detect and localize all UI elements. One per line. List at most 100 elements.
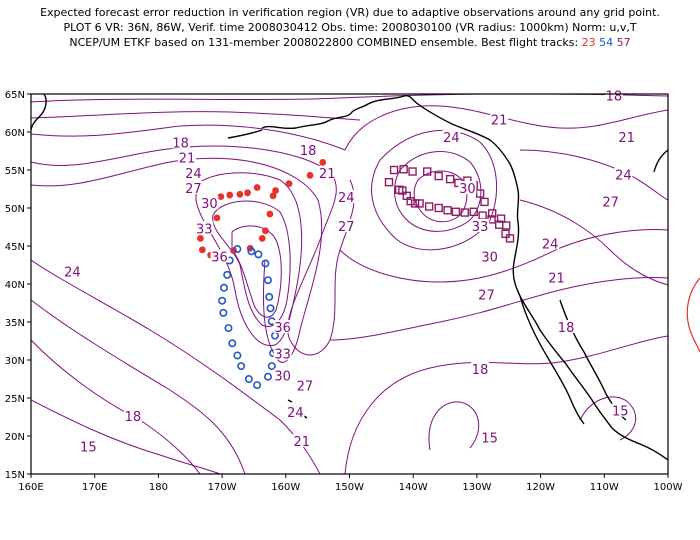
track-23-marker [258,235,266,242]
track-57-marker [478,211,487,220]
track-57-marker [384,177,394,187]
contour-label: 24 [185,167,202,182]
coastline-north-america-west [512,221,668,461]
track-57-marker [451,207,461,217]
track-23-marker [319,159,327,166]
track-23-marker [306,171,314,179]
track-57-marker [505,234,515,243]
contour-label: 21 [179,152,196,167]
contour-line [519,199,668,286]
contour-label-bg [604,88,623,102]
track-54-marker [228,339,237,348]
track-54-marker [223,270,232,279]
plot-title-line-2: PLOT 6 VR: 36N, 86W, Verif. time 2008030… [63,21,637,34]
x-tick-label: 160W [271,482,300,493]
contour-label: 36 [274,321,291,336]
contour-label-bg [601,194,620,208]
contour-label-bg [318,165,337,179]
contour-label: 24 [64,266,81,281]
y-axis: 15N 20N 25N 30N 35N 40N 45N 50N 55N 60N 65N [5,90,31,481]
contour-line [31,94,668,103]
contour-label-bg [541,236,560,250]
track-57-marker [460,208,469,217]
track-54-marker [263,276,272,285]
plot-title-line-3-prefix: NCEP/UM ETKF based on 131-member 2008022… [69,36,579,49]
track-57-marker [415,199,424,208]
contour-label-bg [63,264,82,278]
track-54-marker [233,245,242,254]
track-54-marker [233,351,242,360]
contour-label-bg [617,130,636,144]
x-tick-label: 170E [82,482,107,493]
track-23-marker [213,214,221,222]
contour-label: 21 [491,114,508,129]
track-54-marker [265,292,274,301]
contour-label: 24 [287,406,304,421]
track-23-marker [262,227,269,235]
track-23-marker [266,210,274,218]
y-tick-label: 15N [5,470,25,481]
track-23-marker [226,191,234,199]
x-tick-label: 100W [654,482,683,493]
contour-label-bg [614,167,633,181]
track-23-marker [236,190,244,198]
contour-line [329,277,668,341]
track-57-marker [399,165,408,174]
coastline-kamchatka [31,94,47,131]
contour-label-bg [292,434,311,448]
x-tick-label: 110W [590,482,619,493]
track-54-marker [224,324,233,333]
contour-label-bg [195,221,214,235]
contour-label: 18 [472,363,489,378]
track-57-marker [408,167,417,176]
contour-label-bg [547,270,566,284]
track-54-marker [220,283,229,292]
track-54-marker [263,372,272,381]
contour-line [519,149,668,201]
y-tick-label: 25N [5,394,25,405]
contour-label: 27 [297,380,314,395]
contour-label: 15 [481,431,498,446]
contour-label-bg [79,439,98,453]
contour-label-bg [210,249,229,263]
track-57-marker [501,229,510,239]
contour-label-bg [184,165,203,179]
track-54-marker [218,296,227,305]
contour-line [31,124,346,151]
contour-label-bg [337,190,356,204]
contour-line [428,401,480,451]
contour-label-bg [337,219,356,232]
coastline-east-margin [653,149,668,173]
contour-label-bg [490,112,509,126]
track-54-marker [247,247,256,256]
track-54-marker [244,374,253,383]
track-57-marker [496,214,506,223]
x-tick-label: 160E [18,482,43,493]
contour-label-bg [295,378,314,392]
contour-label: 24 [443,131,460,146]
contour-label: 27 [602,196,619,211]
track-57-marker [502,221,511,230]
y-tick-label: 30N [5,356,25,367]
track-57-marker [434,203,443,213]
contour-label: 24 [338,191,355,206]
contour-line [231,225,282,318]
contour-line [212,200,291,327]
contour-label: 24 [615,168,632,183]
contour-label-bg [273,368,292,382]
contour-label: 30 [274,370,291,385]
track-57-marker [410,199,420,208]
y-tick-label: 35N [5,318,25,329]
y-tick-label: 40N [5,280,25,291]
track-54-marker [253,381,262,390]
contour-label: 33 [196,222,213,237]
coastline-alaska [261,94,419,130]
track-54-marker [266,304,275,313]
x-tick-label: 150W [335,482,364,493]
contour-label: 33 [274,348,291,363]
contour-label-bg [299,143,318,156]
contour-label: 18 [172,136,189,151]
contour-label: 18 [558,321,575,336]
contour-label-bg [471,361,490,375]
track-23-marker [197,235,204,242]
